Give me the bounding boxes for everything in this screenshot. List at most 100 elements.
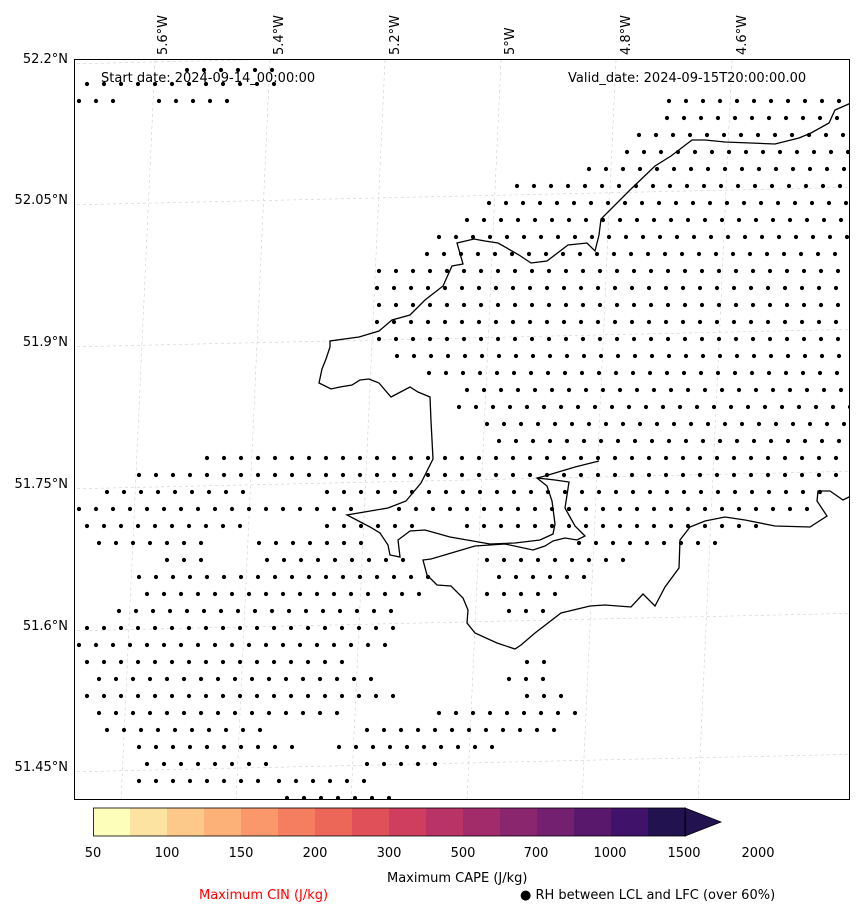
rh-dot (365, 642, 371, 648)
rh-dot (527, 472, 533, 478)
rh-dot (206, 727, 212, 733)
rh-dot (357, 455, 363, 461)
rh-dot (376, 302, 382, 308)
rh-dot (785, 353, 791, 359)
rh-dot (229, 642, 235, 648)
rh-dot (135, 523, 141, 529)
rh-dot (768, 353, 774, 359)
rh-dot (144, 591, 150, 597)
rh-dot (501, 557, 507, 563)
rh-dot (700, 98, 706, 104)
rh-dot (511, 370, 517, 376)
rh-dot (432, 761, 438, 767)
rh-dot (810, 234, 816, 240)
rh-dot (661, 540, 667, 546)
rh-dot (238, 455, 244, 461)
rh-dot (802, 353, 808, 359)
rh-dot (640, 234, 646, 240)
rh-dot (609, 404, 615, 410)
rh-dot (838, 217, 844, 223)
rh-dot (820, 183, 826, 189)
rh-dot (634, 387, 640, 393)
rh-dot (845, 149, 849, 155)
rh-dot (597, 302, 603, 308)
rh-dot (266, 710, 272, 716)
rh-dot (327, 778, 333, 784)
rh-dot (289, 744, 295, 750)
rh-dot (629, 285, 635, 291)
rh-dot (84, 81, 90, 87)
rh-dot (500, 727, 506, 733)
rh-dot (322, 659, 328, 665)
rh-dot (352, 795, 358, 799)
rh-dot (427, 336, 433, 342)
rh-dot (595, 285, 601, 291)
rh-dot (461, 336, 467, 342)
rh-dot (118, 523, 124, 529)
rh-dot (613, 489, 619, 495)
lat-label: 51.6°N (22, 619, 68, 634)
rh-dot (481, 506, 487, 512)
rh-dot (477, 370, 483, 376)
colorbar-tick: 100 (154, 846, 180, 861)
rh-dot (541, 693, 547, 699)
rh-dot (203, 693, 209, 699)
rh-dot (756, 166, 762, 172)
rh-dot (187, 472, 193, 478)
rh-dot (374, 472, 380, 478)
rh-dot (544, 455, 550, 461)
rh-dot (734, 353, 740, 359)
rh-dot (612, 285, 618, 291)
rh-dot (527, 455, 533, 461)
rh-dot (821, 387, 827, 393)
rh-dot (564, 353, 570, 359)
rh-dot (685, 217, 691, 223)
rh-dot (421, 744, 427, 750)
rh-dot (189, 489, 195, 495)
rh-dot (833, 285, 839, 291)
rh-dot (524, 659, 530, 665)
rh-dot (594, 251, 600, 257)
rh-dot (503, 200, 509, 206)
rh-dot (374, 285, 380, 291)
rh-dot (461, 268, 467, 274)
rh-dot (770, 387, 776, 393)
rh-dot (702, 506, 708, 512)
rh-dot (339, 659, 345, 665)
rh-dot (470, 710, 476, 716)
rh-dot (220, 625, 226, 631)
rh-dot (306, 574, 312, 580)
rh-dot (838, 387, 844, 393)
rh-dot (612, 319, 618, 325)
rh-dot (481, 217, 487, 223)
rh-dot (442, 472, 448, 478)
rh-dot (836, 438, 842, 444)
rh-dot (190, 98, 196, 104)
rh-dot (198, 676, 204, 682)
rh-dot (546, 302, 552, 308)
rh-dot (612, 455, 618, 461)
rh-dot (221, 455, 227, 461)
rh-dot (281, 557, 287, 563)
rh-dot (118, 625, 124, 631)
rh-dot (837, 183, 843, 189)
rh-dot (541, 659, 547, 665)
rh-dot (560, 251, 566, 257)
rh-dot (577, 251, 583, 257)
colorbar-swatch (204, 808, 242, 836)
rh-dot (748, 319, 754, 325)
rh-dot (515, 217, 521, 223)
rh-dot (722, 421, 728, 427)
rh-dot (835, 268, 841, 274)
rh-dot (204, 744, 210, 750)
rh-dot (410, 268, 416, 274)
rh-dot (668, 217, 674, 223)
rh-dot (736, 506, 742, 512)
rh-dot (552, 421, 558, 427)
gridline (120, 60, 156, 799)
rh-dot (654, 421, 660, 427)
rh-dot (510, 472, 516, 478)
rh-dot (449, 727, 455, 733)
rh-dot (237, 693, 243, 699)
rh-dot (828, 149, 834, 155)
